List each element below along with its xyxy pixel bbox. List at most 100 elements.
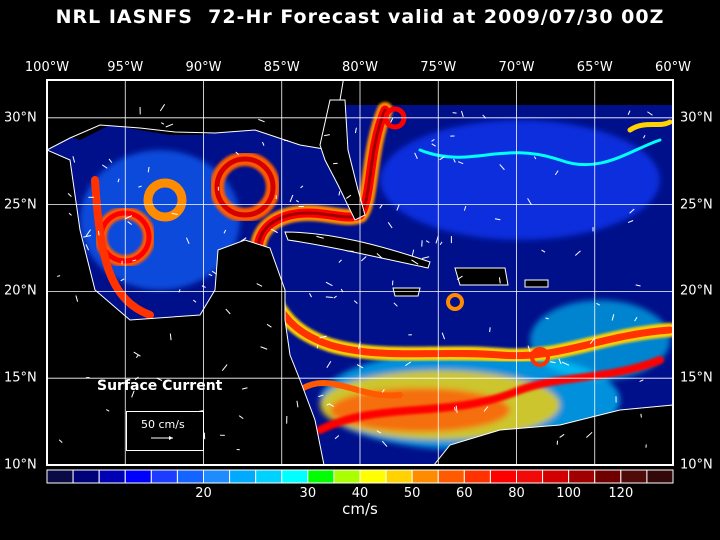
- current-vector: [296, 200, 300, 203]
- current-vector: [289, 194, 294, 203]
- current-vector: [132, 259, 137, 262]
- reference-vector-box: 50 cm/s: [126, 411, 204, 451]
- longitude-label: 60°W: [655, 60, 691, 75]
- current-vector: [324, 134, 330, 137]
- current-vector: [120, 278, 125, 282]
- latitude-label: 15°N: [680, 370, 713, 386]
- current-vector: [453, 158, 456, 163]
- current-vector: [133, 351, 141, 357]
- current-vector: [533, 156, 537, 160]
- current-vector: [499, 164, 505, 171]
- latitude-label: 10°N: [4, 457, 37, 473]
- current-vector: [318, 394, 324, 398]
- current-vector: [381, 440, 388, 447]
- current-vector: [439, 241, 443, 246]
- current-vector: [411, 259, 419, 265]
- current-vector: [241, 387, 248, 390]
- current-vector: [338, 191, 341, 196]
- latitude-label: 20°N: [680, 283, 713, 299]
- longitude-label: 100°W: [24, 60, 70, 75]
- current-vector: [554, 170, 559, 176]
- latitude-label: 30°N: [680, 110, 713, 126]
- reference-vector-label: 50 cm/s: [141, 418, 185, 431]
- legend-title: Surface Current: [97, 378, 223, 394]
- colorbar-unit: cm/s: [342, 500, 378, 518]
- current-vector: [338, 259, 342, 263]
- current-vector: [527, 198, 532, 206]
- current-vector: [611, 314, 615, 321]
- current-vector: [376, 252, 383, 259]
- current-vector: [354, 127, 357, 134]
- current-vector: [421, 256, 430, 260]
- colorbar-swatch: [411, 469, 439, 484]
- current-vector: [85, 229, 91, 237]
- colorbar-tick-label: 120: [608, 486, 634, 501]
- longitude-label: 90°W: [185, 60, 222, 75]
- colorbar-tick-label: 20: [195, 486, 212, 501]
- colorbar-swatch: [542, 469, 570, 484]
- current-vector: [527, 345, 531, 353]
- current-vector: [586, 431, 593, 438]
- current-vector: [353, 300, 358, 304]
- colorbar-swatch: [124, 469, 152, 484]
- current-vector: [390, 117, 394, 123]
- latitude-label: 20°N: [4, 283, 37, 299]
- current-vector: [326, 403, 331, 406]
- latitude-label: 15°N: [4, 370, 37, 386]
- cuba: [284, 231, 431, 269]
- current-vector: [138, 185, 142, 188]
- current-vector: [85, 244, 90, 251]
- map-frame: [46, 79, 674, 466]
- current-vector: [639, 379, 644, 383]
- current-vector: [559, 433, 565, 438]
- current-vector: [309, 292, 312, 298]
- current-vector: [83, 234, 92, 238]
- current-vector: [72, 156, 76, 163]
- colorbar-swatch: [203, 469, 231, 484]
- current-vector: [346, 194, 352, 199]
- current-vector: [256, 283, 263, 287]
- current-vector: [376, 430, 382, 434]
- current-vector: [360, 256, 367, 262]
- current-vector: [159, 104, 166, 112]
- current-vector: [405, 361, 412, 367]
- current-vector: [186, 237, 190, 245]
- current-vector: [643, 135, 646, 139]
- current-vector: [300, 185, 304, 189]
- current-vector: [489, 327, 491, 333]
- current-vector: [393, 302, 398, 307]
- colorbar-swatch: [359, 469, 387, 484]
- current-vector: [411, 249, 415, 257]
- current-vector: [647, 111, 653, 116]
- current-vector: [455, 405, 458, 413]
- latitude-label: 30°N: [4, 110, 37, 126]
- current-vector: [441, 332, 446, 340]
- current-vector: [67, 193, 72, 197]
- current-vector: [266, 323, 272, 328]
- colorbar-swatch: [46, 469, 74, 484]
- current-vector: [461, 110, 464, 117]
- current-vector: [260, 346, 268, 350]
- current-vector: [131, 390, 135, 398]
- longitude-label: 95°W: [107, 60, 144, 75]
- current-vector: [463, 205, 467, 211]
- longitude-label: 65°W: [576, 60, 613, 75]
- chart-title: NRL IASNFS 72-Hr Forecast valid at 2009/…: [55, 6, 665, 28]
- colorbar-swatch: [620, 469, 648, 484]
- current-vector: [387, 222, 393, 229]
- current-vector: [270, 228, 278, 234]
- colorbar-tick-label: 40: [351, 486, 369, 501]
- current-vector: [483, 406, 489, 412]
- colorbar-tick-label: 60: [456, 486, 473, 501]
- current-vector: [431, 143, 436, 147]
- current-vector: [106, 409, 110, 412]
- colorbar-swatch: [281, 469, 309, 484]
- current-vector: [258, 118, 265, 123]
- current-vector: [325, 296, 333, 299]
- current-vector: [283, 139, 289, 142]
- current-vector: [640, 413, 642, 418]
- current-vector: [225, 308, 231, 315]
- jamaica: [392, 287, 421, 297]
- current-vector: [296, 400, 299, 408]
- colorbar-swatch: [463, 469, 491, 484]
